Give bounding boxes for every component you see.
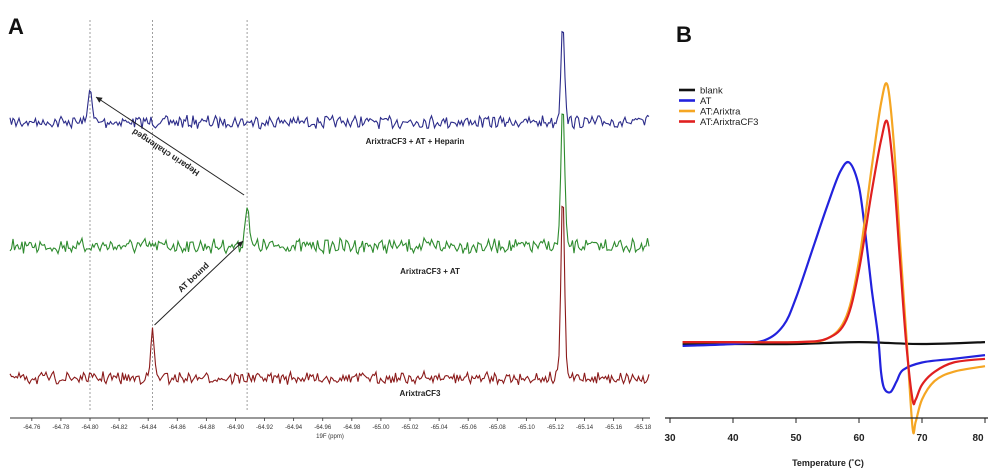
ppm-tick-label: -64.80 bbox=[81, 425, 99, 431]
legend-label-at: AT bbox=[700, 96, 712, 107]
ppm-tick-label: -64.96 bbox=[314, 425, 332, 431]
nmr-traces bbox=[9, 30, 650, 386]
ppm-tick-label: -65.16 bbox=[605, 425, 623, 431]
heparin-challenged-label: Heparin challenged bbox=[130, 127, 201, 179]
ppm-tick-label: -65.06 bbox=[460, 425, 478, 431]
curve-at-arixtracf3 bbox=[682, 119, 986, 406]
temperature-tick-label: 80 bbox=[972, 433, 984, 444]
ppm-tick-label: -64.82 bbox=[111, 425, 129, 431]
temperature-tick-label: 40 bbox=[727, 433, 739, 444]
ppm-tick-label: -64.76 bbox=[23, 425, 41, 431]
temperature-axis: 30 40 50 60 70 80 bbox=[664, 417, 988, 444]
temperature-tick-label: 70 bbox=[916, 433, 928, 444]
ppm-axis: -64.76 -64.78 -64.80 -64.82 -64.84 -64.86 -64.… bbox=[10, 417, 652, 431]
temperature-tick-label: 30 bbox=[664, 433, 676, 444]
legend-label-blank: blank bbox=[700, 86, 723, 97]
ppm-tick-label: -65.14 bbox=[576, 425, 594, 431]
trace-label-arixtracf3: ArixtraCF3 bbox=[400, 389, 441, 398]
panel-a-letter: A bbox=[8, 14, 24, 39]
ppm-tick-label: -64.86 bbox=[169, 425, 187, 431]
dsc-curves bbox=[682, 82, 986, 435]
ppm-tick-label: -65.02 bbox=[401, 425, 419, 431]
spectrum-arixtracf3-at-heparin bbox=[9, 30, 650, 130]
ppm-tick-label: -64.90 bbox=[227, 425, 245, 431]
temperature-tick-label: 50 bbox=[790, 433, 802, 444]
temperature-axis-title: Temperature (˚C) bbox=[792, 458, 864, 468]
ppm-tick-label: -64.78 bbox=[52, 425, 70, 431]
ppm-tick-label: -65.08 bbox=[489, 425, 507, 431]
panel-b-letter: B bbox=[676, 22, 692, 47]
ppm-tick-label: -65.12 bbox=[547, 425, 565, 431]
ppm-tick-label: -65.00 bbox=[372, 425, 390, 431]
curve-at bbox=[682, 160, 986, 394]
curve-at-arixtra bbox=[682, 82, 986, 435]
ppm-tick-label: -64.92 bbox=[256, 425, 274, 431]
ppm-axis-title: 19F (ppm) bbox=[316, 434, 344, 440]
heparin-challenged-arrow bbox=[95, 96, 245, 196]
ppm-tick-label: -64.98 bbox=[343, 425, 361, 431]
spectrum-arixtracf3-at bbox=[9, 113, 650, 256]
spectrum-arixtracf3 bbox=[9, 205, 650, 386]
ppm-tick-label: -65.10 bbox=[518, 425, 536, 431]
ppm-tick-label: -65.18 bbox=[634, 425, 652, 431]
legend-label-at-arixtra: AT:Arixtra bbox=[700, 107, 741, 118]
ppm-tick-label: -64.84 bbox=[140, 425, 158, 431]
ppm-tick-label: -64.88 bbox=[198, 425, 216, 431]
at-bound-arrow bbox=[154, 240, 244, 326]
reference-lines bbox=[89, 20, 248, 410]
ppm-tick-label: -65.04 bbox=[431, 425, 449, 431]
trace-labels: ArixtraCF3 + AT + Heparin ArixtraCF3 + AT… bbox=[366, 137, 465, 398]
temperature-tick-label: 60 bbox=[853, 433, 865, 444]
trace-label-arixtracf3-at: ArixtraCF3 + AT bbox=[400, 267, 460, 276]
legend-label-at-arixtracf3: AT:ArixtraCF3 bbox=[700, 117, 758, 128]
ppm-tick-label: -64.94 bbox=[285, 425, 303, 431]
trace-label-arixtracf3-at-heparin: ArixtraCF3 + AT + Heparin bbox=[366, 137, 465, 146]
